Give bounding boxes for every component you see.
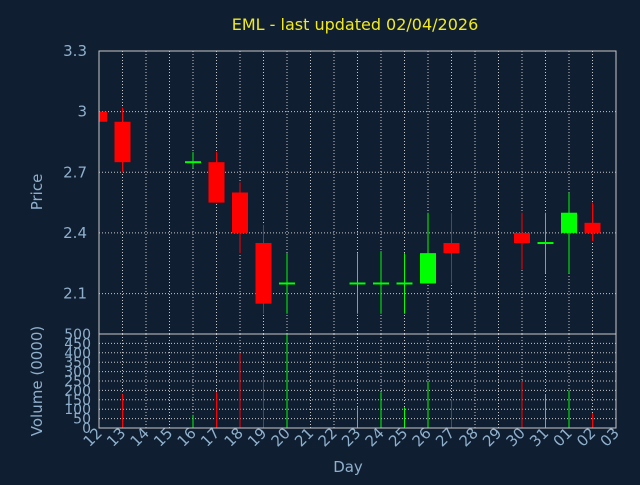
volume-plot-frame [98, 333, 617, 429]
volume-bar [263, 377, 264, 428]
x-axis-label: Day [333, 458, 363, 476]
price-y-tick-label: 3 [77, 103, 87, 121]
volume-bar [427, 381, 429, 428]
candle-body [99, 111, 107, 122]
price-axis-label: Price [28, 174, 46, 211]
volume-y-tick-label: 450 [64, 336, 91, 352]
volume-axis-label: Volume (0000) [28, 326, 46, 436]
volume-bar [192, 414, 194, 428]
price-y-tick-label: 3.3 [63, 42, 87, 60]
candle-body [255, 243, 272, 304]
volume-y-tick-label: 150 [64, 393, 91, 409]
volume-y-tick-label: 350 [64, 355, 91, 371]
volume-bar [404, 407, 405, 428]
candle-body [232, 192, 248, 233]
candle-body [208, 162, 225, 203]
volume-y-tick-label: 200 [64, 383, 91, 399]
price-y-tick-labels: 2.1 2.4 2.7 3 3.3 [63, 42, 87, 303]
candle-body [561, 212, 577, 233]
volume-y-tick-label: 400 [64, 346, 91, 362]
volume-y-tick-label: 500 [64, 327, 91, 343]
volume-bar [521, 381, 523, 428]
volume-bar [357, 407, 358, 428]
chart-title: EML - last updated 02/04/2026 [232, 15, 479, 34]
candle-body [443, 243, 460, 254]
volume-bar [545, 394, 546, 428]
price-y-tick-label: 2.7 [63, 163, 87, 181]
volume-bar [380, 392, 382, 428]
price-y-tick-label: 2.4 [63, 224, 87, 242]
volume-bar [239, 352, 241, 428]
volume-y-tick-label: 300 [64, 365, 91, 381]
volume-bar [286, 334, 288, 428]
volume-bar [568, 390, 570, 428]
volume-bars [122, 334, 593, 428]
candle-body [114, 121, 131, 163]
volume-bar [122, 394, 123, 428]
volume-y-tick-label: 50 [73, 412, 91, 428]
volume-y-tick-label: 100 [64, 402, 91, 418]
volume-bar [451, 399, 452, 428]
candle-body [584, 222, 601, 233]
volume-y-tick-label: 250 [64, 374, 91, 390]
candle-body [514, 232, 530, 244]
volume-bar [592, 412, 593, 428]
volume-y-tick-label: 0 [82, 421, 91, 437]
price-y-tick-label: 2.1 [63, 285, 87, 303]
candle-body [420, 253, 436, 284]
candles [98, 107, 601, 314]
volume-bar [216, 392, 217, 428]
